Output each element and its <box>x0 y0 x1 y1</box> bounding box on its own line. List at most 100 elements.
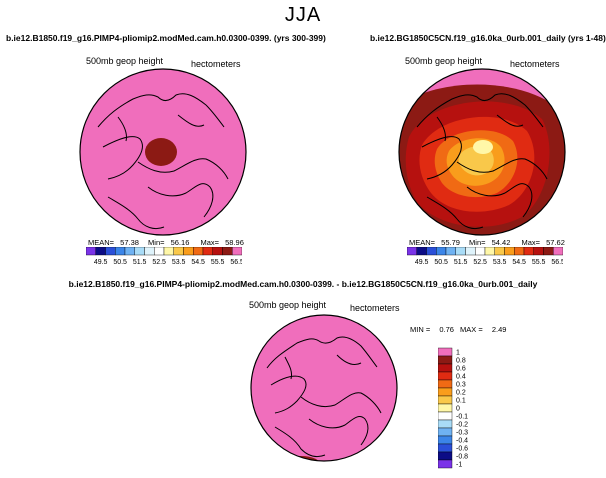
panel-1-mean-value: 57.38 <box>120 238 139 247</box>
colorbar-tick-label: 53.5 <box>172 259 186 266</box>
colorbar-swatch <box>193 247 204 256</box>
colorbar-swatch <box>222 247 233 256</box>
diff-colorbar-tick-label: 0 <box>456 406 460 413</box>
colorbar-swatch <box>504 247 515 256</box>
colorbar-tick-label: 52.5 <box>152 259 166 266</box>
panel-2-mean-label: MEAN= <box>409 238 436 247</box>
diff-colorbar-tick-label: 0.2 <box>456 390 466 397</box>
colorbar-swatch <box>86 247 96 256</box>
panel-2-colorbar: 49.5 50.5 51.5 52.5 53.5 54.5 55.5 56.5 <box>407 247 563 266</box>
colorbar-tick-label: 51.5 <box>133 259 147 266</box>
diff-colorbar-tick-label: -0.3 <box>456 430 468 437</box>
diff-colorbar-swatch <box>438 403 453 413</box>
colorbar-tick-label: 56.5 <box>230 259 242 266</box>
diff-colorbar-swatch <box>438 387 453 397</box>
panel-1-case-title: b.ie12.B1850.f19_g16.PIMP4-pliomip2.modM… <box>6 33 326 43</box>
diff-colorbar-swatch <box>438 347 453 357</box>
colorbar-swatch <box>202 247 213 256</box>
diff-units-label: hectometers <box>350 303 400 313</box>
colorbar-tick-label: 55.5 <box>532 259 546 266</box>
panel-2-min-label: Min= <box>469 238 486 247</box>
diff-min-label: MIN = <box>410 325 431 334</box>
diff-colorbar-swatch <box>438 363 453 373</box>
colorbar-tick-label: 49.5 <box>415 259 429 266</box>
colorbar-tick-label: 55.5 <box>211 259 225 266</box>
colorbar-swatch <box>95 247 106 256</box>
diff-colorbar-swatch <box>438 451 453 461</box>
panel-2-units-label: hectometers <box>510 59 560 69</box>
panel-1-high-anomaly <box>145 138 177 166</box>
panel-1-units-label: hectometers <box>191 59 241 69</box>
diff-colorbar-tick-label: -0.1 <box>456 414 468 421</box>
diff-max-value: 2.49 <box>491 325 507 334</box>
colorbar-swatch <box>494 247 505 256</box>
panel-1-min-value: 56.16 <box>170 238 190 247</box>
diff-colorbar-tick-label: -0.6 <box>456 446 468 453</box>
colorbar-tick-label: 53.5 <box>493 259 507 266</box>
diff-colorbar-tick-label: 0.1 <box>456 398 466 405</box>
panel-2-min-value: 54.42 <box>491 238 511 247</box>
panel-2-max-value: 57.62 <box>546 238 565 247</box>
panel-1-polar-map <box>79 68 247 236</box>
diff-colorbar-tick-label: 0.6 <box>456 366 466 373</box>
colorbar-swatch <box>484 247 495 256</box>
colorbar-swatch <box>134 247 145 256</box>
colorbar-swatch <box>445 247 456 256</box>
colorbar-swatch <box>183 247 194 256</box>
diff-anomaly-right <box>393 421 397 445</box>
colorbar-swatch <box>124 247 135 256</box>
colorbar-tick-label: 49.5 <box>94 259 108 266</box>
colorbar-swatch <box>232 247 242 256</box>
colorbar-swatch <box>105 247 116 256</box>
panel-1-mean-label: MEAN= <box>88 238 115 247</box>
panel-2-mean-value: 55.79 <box>441 238 460 247</box>
diff-colorbar-swatch <box>438 371 453 381</box>
diff-colorbar-tick-label: -0.2 <box>456 422 468 429</box>
panel-1-field-label: 500mb geop height <box>86 56 164 66</box>
colorbar-tick-label: 51.5 <box>454 259 468 266</box>
diff-colorbar-swatch <box>438 419 453 429</box>
panel-2-field-label: 500mb geop height <box>405 56 483 66</box>
diff-colorbar-tick-label: 0.8 <box>456 358 466 365</box>
diff-colorbar-swatch <box>438 435 453 445</box>
diff-colorbar-tick-label: -0.8 <box>456 454 468 461</box>
colorbar-swatch <box>436 247 447 256</box>
diff-min-value: 0.76 <box>439 325 454 334</box>
diff-colorbar-swatch <box>438 443 453 453</box>
colorbar-swatch <box>173 247 184 256</box>
colorbar-tick-label: 54.5 <box>512 259 526 266</box>
colorbar-swatch <box>163 247 174 256</box>
colorbar-swatch <box>144 247 155 256</box>
colorbar-tick-label: 52.5 <box>473 259 487 266</box>
colorbar-swatch <box>455 247 466 256</box>
panel-1-min-label: Min= <box>148 238 165 247</box>
diff-colorbar-swatch <box>438 395 453 405</box>
colorbar-swatch <box>533 247 544 256</box>
diff-max-label: MAX = <box>460 325 483 334</box>
page-title: JJA <box>284 4 322 26</box>
panel-1-colorbar: 49.5 50.5 51.5 52.5 53.5 54.5 55.5 56.5 <box>86 247 242 266</box>
colorbar-swatch <box>514 247 525 256</box>
colorbar-tick-label: 56.5 <box>551 259 563 266</box>
diff-field-label: 500mb geop height <box>249 300 327 310</box>
colorbar-tick-label: 54.5 <box>191 259 205 266</box>
diff-colorbar: 10.80.60.40.30.20.10-0.1-0.2-0.3-0.4-0.6… <box>438 347 468 469</box>
diff-colorbar-tick-label: -0.4 <box>456 438 468 445</box>
diff-colorbar-swatch <box>438 459 453 469</box>
diff-colorbar-swatch <box>438 355 453 365</box>
diff-case-title: b.ie12.B1850.f19_g16.PIMP4-pliomip2.modM… <box>68 279 538 289</box>
colorbar-swatch <box>115 247 126 256</box>
colorbar-swatch <box>407 247 417 256</box>
colorbar-tick-label: 50.5 <box>434 259 448 266</box>
colorbar-swatch <box>523 247 534 256</box>
panel-2-case-title: b.ie12.BG1850C5CN.f19_g16.0ka_0urb.001_d… <box>370 33 606 43</box>
diff-colorbar-swatch <box>438 379 453 389</box>
colorbar-swatch <box>465 247 476 256</box>
diff-colorbar-tick-label: 0.3 <box>456 382 466 389</box>
diff-colorbar-swatch <box>438 427 453 437</box>
colorbar-swatch <box>553 247 563 256</box>
panel-2-max-label: Max= <box>521 238 541 247</box>
colorbar-swatch <box>154 247 165 256</box>
diff-colorbar-tick-label: 0.4 <box>456 374 466 381</box>
colorbar-swatch <box>212 247 223 256</box>
